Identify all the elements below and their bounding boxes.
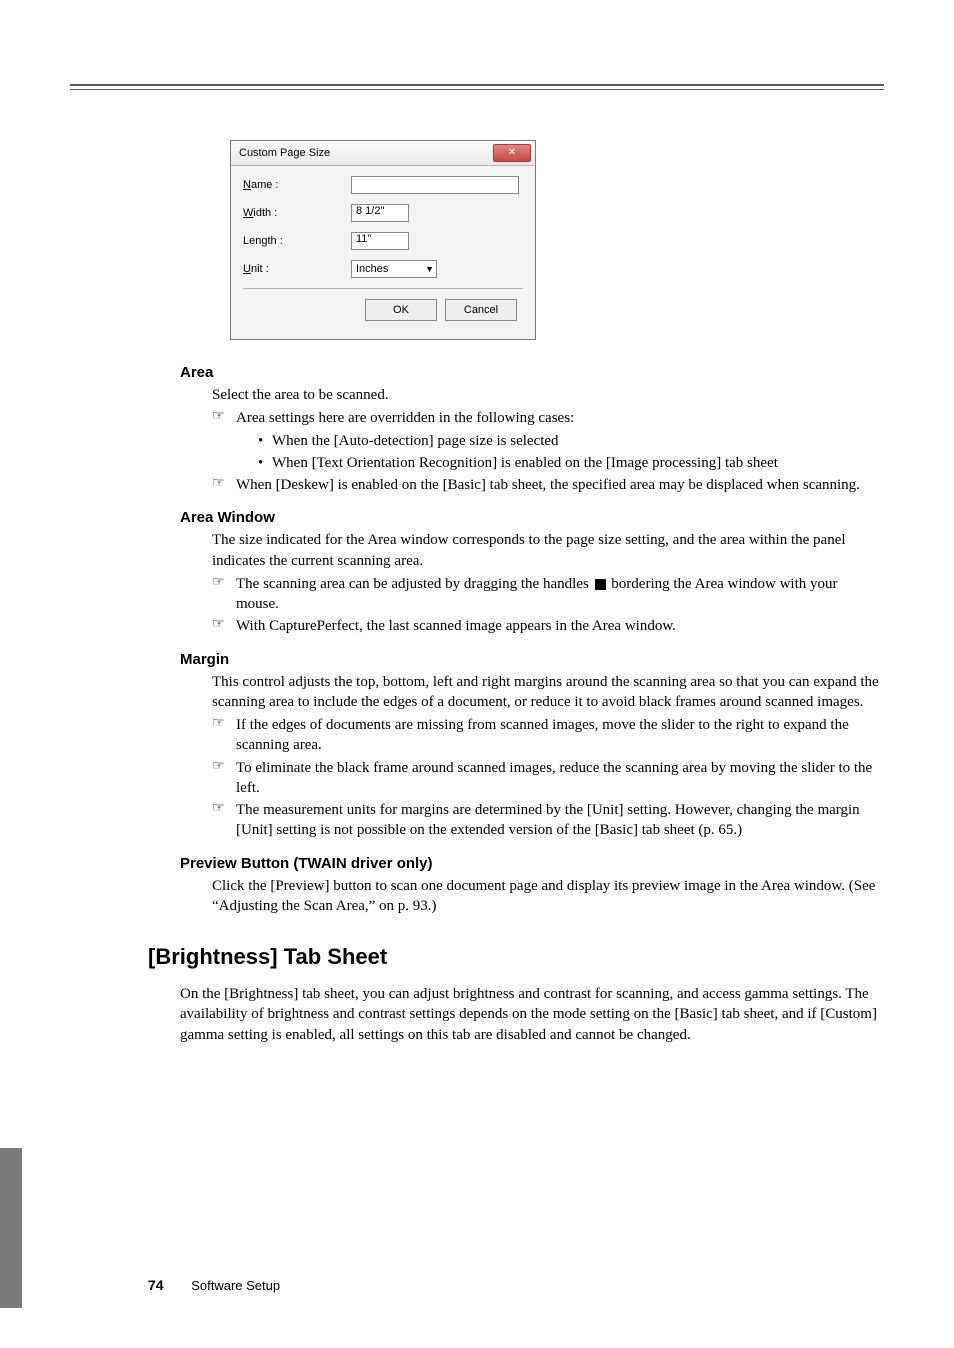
heading-area: Area — [180, 364, 884, 381]
width-input[interactable]: 8 1/2" — [351, 204, 409, 222]
dialog-row-unit: Unit : Inches ▼ — [243, 260, 523, 278]
length-input[interactable]: 11" — [351, 232, 409, 250]
dialog-title: Custom Page Size — [239, 147, 330, 159]
note-list: Area settings here are overridden in the… — [212, 408, 884, 495]
content-area: Custom Page Size ✕ Name : Width : 8 1/2"… — [180, 90, 884, 1045]
sub-item: When the [Auto-detection] page size is s… — [258, 431, 884, 451]
body-text: The size indicated for the Area window c… — [212, 530, 884, 571]
page: Custom Page Size ✕ Name : Width : 8 1/2"… — [0, 0, 954, 1348]
note-item: With CapturePerfect, the last scanned im… — [212, 616, 884, 636]
note-list: The scanning area can be adjusted by dra… — [212, 574, 884, 637]
page-number: 74 — [148, 1277, 164, 1293]
body-text: Click the [Preview] button to scan one d… — [212, 876, 884, 917]
unit-label: Unit : — [243, 263, 351, 275]
dialog-row-length: Length : 11" — [243, 232, 523, 250]
heading-brightness: [Brightness] Tab Sheet — [148, 944, 884, 970]
body-text: This control adjusts the top, bottom, le… — [212, 672, 884, 713]
dialog-row-name: Name : — [243, 176, 523, 194]
name-input[interactable] — [351, 176, 519, 194]
heading-margin: Margin — [180, 651, 884, 668]
ok-button[interactable]: OK — [365, 299, 437, 321]
note-item: If the edges of documents are missing fr… — [212, 715, 884, 756]
footer-section: Software Setup — [191, 1278, 280, 1293]
note-text: The scanning area can be adjusted by dra… — [236, 576, 593, 592]
side-tab — [0, 1148, 22, 1308]
divider — [243, 288, 523, 289]
chevron-down-icon: ▼ — [425, 264, 434, 274]
sub-item: When [Text Orientation Recognition] is e… — [258, 453, 884, 473]
note-item: To eliminate the black frame around scan… — [212, 758, 884, 799]
sub-list: When the [Auto-detection] page size is s… — [258, 431, 884, 474]
note-item: The measurement units for margins are de… — [212, 800, 884, 841]
note-list: If the edges of documents are missing fr… — [212, 715, 884, 841]
divider — [70, 84, 884, 86]
width-label: Width : — [243, 207, 351, 219]
note-item: Area settings here are overridden in the… — [212, 408, 884, 473]
handle-icon — [595, 579, 606, 590]
body-text: On the [Brightness] tab sheet, you can a… — [180, 984, 884, 1045]
dialog-titlebar: Custom Page Size ✕ — [231, 141, 535, 166]
body-text: Select the area to be scanned. — [212, 385, 884, 405]
heading-area-window: Area Window — [180, 509, 884, 526]
cancel-button[interactable]: Cancel — [445, 299, 517, 321]
unit-select-value: Inches — [356, 263, 388, 275]
header-rules — [70, 84, 884, 90]
dialog-buttons: OK Cancel — [243, 299, 523, 331]
unit-select[interactable]: Inches ▼ — [351, 260, 437, 278]
length-label: Length : — [243, 235, 351, 247]
heading-preview: Preview Button (TWAIN driver only) — [180, 855, 884, 872]
note-item: The scanning area can be adjusted by dra… — [212, 574, 884, 615]
note-item: When [Deskew] is enabled on the [Basic] … — [212, 475, 884, 495]
divider — [70, 89, 884, 90]
dialog-row-width: Width : 8 1/2" — [243, 204, 523, 222]
note-text: Area settings here are overridden in the… — [236, 410, 574, 426]
custom-page-size-dialog: Custom Page Size ✕ Name : Width : 8 1/2"… — [230, 140, 536, 340]
name-label: Name : — [243, 179, 351, 191]
footer: 74 Software Setup — [148, 1277, 280, 1293]
dialog-body: Name : Width : 8 1/2" Length : 11" Unit … — [231, 166, 535, 339]
close-icon[interactable]: ✕ — [493, 144, 531, 162]
